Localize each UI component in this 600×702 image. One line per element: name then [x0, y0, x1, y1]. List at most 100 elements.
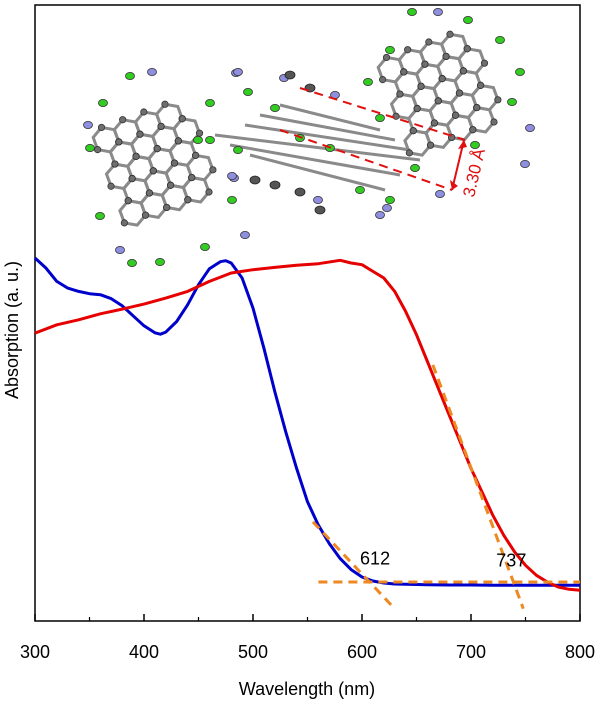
left-molecule-atom [195, 129, 204, 137]
x-tick-label: 400 [129, 642, 159, 662]
carbon-atom [269, 180, 281, 190]
left-molecule-atom [188, 173, 196, 182]
stacking-distance-arrow [451, 139, 465, 191]
right-molecule-atom [409, 127, 417, 135]
right-molecule-atom [425, 38, 433, 46]
right-molecule-atom [451, 111, 460, 119]
chlorine-atom [155, 257, 165, 266]
left-molecule-atom [140, 108, 148, 116]
stacking-distance-label: 3.30 Å [459, 146, 489, 199]
left-molecule-atom [209, 166, 217, 174]
left-molecule-atom [119, 116, 127, 124]
nitrogen-atom [520, 159, 530, 168]
nitrogen-atom [115, 245, 125, 254]
chlorine-atom [355, 185, 365, 194]
left-molecule-atom [149, 167, 157, 175]
chlorine-atom [507, 98, 517, 107]
chlorine-atom [227, 195, 237, 204]
arrow-head-bottom [450, 180, 458, 190]
chlorine-atom [127, 258, 137, 267]
chlorine-atom [385, 46, 395, 55]
series-line-0 [33, 256, 580, 587]
left-molecule-atom [141, 211, 150, 219]
left-molecule-atom [192, 151, 200, 159]
right-molecule-atom [480, 59, 489, 67]
chlorine-atom [95, 211, 105, 220]
x-tick-label: 700 [456, 642, 486, 662]
left-molecule-atom [128, 174, 136, 183]
right-molecule-atom [473, 103, 481, 112]
fit-lines-group [311, 364, 580, 610]
chlorine-atom [463, 15, 473, 24]
middle-molecule-bond [279, 103, 381, 132]
right-molecule-atom [413, 104, 421, 113]
right-molecule-atom [494, 96, 502, 104]
chlorine-atom [85, 143, 95, 152]
left-molecule-atom [136, 130, 144, 138]
x-axis-label: Wavelength (nm) [239, 679, 375, 699]
nitrogen-atom [433, 7, 443, 16]
y-axis-label: Absorption (a. u.) [2, 261, 22, 399]
right-molecule-atom [421, 60, 429, 68]
arrow-head-top [458, 140, 467, 149]
chlorine-atom [407, 7, 417, 16]
right-molecule-atom [426, 141, 435, 149]
right-molecule-atom [417, 82, 425, 90]
chlorine-atom [385, 195, 395, 204]
right-molecule-atom [434, 97, 442, 105]
right-molecule-atom [400, 68, 408, 76]
middle-molecule-bond [214, 133, 421, 162]
right-molecule-ring [466, 105, 496, 134]
carbon-atom [249, 175, 261, 185]
right-molecule-atom [477, 81, 485, 89]
nitrogen-atom [375, 210, 385, 219]
carbon-atom [284, 70, 296, 80]
chlorine-atom [375, 114, 385, 123]
annotations-group: 612 737 [360, 549, 526, 571]
right-molecule-atom [405, 149, 413, 157]
right-molecule-atom [382, 53, 391, 62]
chlorine-atom [200, 242, 210, 251]
crystal-structure-inset: 3.30 Å [83, 7, 535, 267]
right-molecule-atom [442, 52, 450, 61]
left-molecule-atom [166, 181, 175, 189]
middle-molecule-bond [229, 143, 401, 177]
left-molecule-atom [174, 137, 182, 145]
left-molecule-atom [170, 159, 179, 167]
nitrogen-atom [313, 195, 323, 204]
chlorine-atom [470, 140, 480, 149]
series-group [33, 256, 581, 592]
edge-annotation: 737 [496, 551, 526, 571]
chlorine-atom [270, 104, 280, 113]
left-molecule-atom [178, 115, 186, 123]
right-molecule-atom [404, 46, 412, 54]
left-molecule-ring [181, 175, 211, 204]
left-molecule-atom [94, 146, 102, 154]
chlorine-atom [410, 163, 420, 172]
x-tick-label: 300 [20, 642, 50, 662]
chlorine-atom [125, 72, 135, 81]
molecule-middle [205, 68, 421, 219]
x-axis: 300 400 500 600 700 800 [20, 614, 595, 662]
stacking-guide-lower [279, 129, 453, 191]
right-molecule-atom [430, 119, 439, 127]
chlorine-atom [233, 145, 243, 154]
molecule-right [330, 7, 535, 212]
molecule-left [83, 68, 250, 267]
chlorine-atom [205, 135, 215, 144]
left-molecule-atom [145, 189, 154, 197]
nitrogen-atom [240, 230, 250, 239]
left-molecule-atom [111, 160, 119, 168]
nitrogen-atom [525, 124, 535, 133]
chlorine-atom [98, 99, 108, 108]
left-molecule-atom [97, 123, 106, 132]
left-molecule-atom [163, 203, 171, 212]
nitrogen-atom [227, 171, 237, 180]
series-line-1 [34, 258, 581, 592]
nitrogen-atom [435, 189, 445, 198]
nitrogen-atom [83, 121, 93, 130]
left-molecule-atom [120, 219, 128, 227]
x-tick-label: 600 [347, 642, 377, 662]
chlorine-atom [363, 78, 373, 87]
